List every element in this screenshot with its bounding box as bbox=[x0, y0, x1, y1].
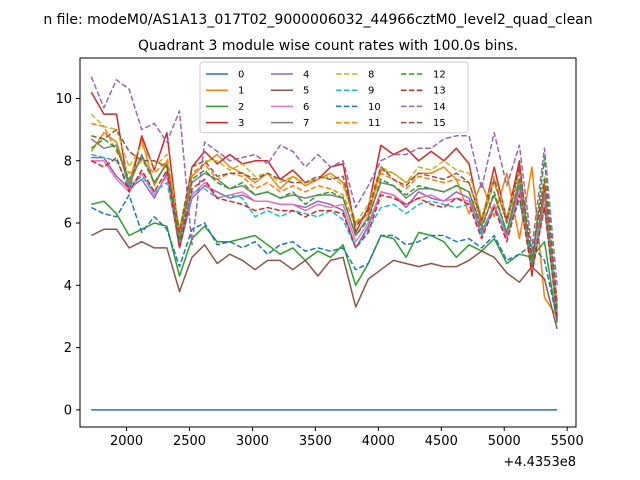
series-line-10 bbox=[90, 194, 558, 320]
legend-label: 5 bbox=[303, 86, 309, 97]
legend-label: 11 bbox=[368, 118, 381, 129]
x-axis-offset-label: +4.4353e8 bbox=[503, 455, 576, 470]
series-line-14 bbox=[90, 76, 558, 286]
plot-area bbox=[79, 57, 577, 428]
legend-label: 4 bbox=[303, 70, 309, 81]
x-tick-label: 4500 bbox=[425, 434, 458, 449]
series-line-9 bbox=[91, 153, 558, 314]
legend-label: 6 bbox=[303, 102, 309, 113]
legend-label: 1 bbox=[238, 86, 244, 97]
x-tick-label: 3000 bbox=[236, 434, 269, 449]
chart-title: Quadrant 3 module wise count rates with … bbox=[138, 38, 518, 54]
legend-label: 13 bbox=[433, 86, 446, 97]
x-tick-label: 5500 bbox=[551, 434, 584, 449]
series-line-5 bbox=[90, 228, 558, 330]
series-line-15 bbox=[91, 128, 558, 305]
legend-box bbox=[199, 61, 469, 134]
series-line-13 bbox=[90, 156, 558, 317]
y-tick-label: 6 bbox=[64, 217, 72, 232]
legend-label: 0 bbox=[238, 70, 244, 81]
y-tick-label: 4 bbox=[64, 279, 72, 294]
legend-label: 7 bbox=[303, 118, 309, 129]
series-layer bbox=[90, 76, 558, 411]
x-tick-label: 4000 bbox=[362, 434, 395, 449]
series-line-8 bbox=[90, 113, 558, 305]
legend-label: 3 bbox=[238, 118, 244, 129]
series-line-6 bbox=[91, 160, 558, 317]
y-tick-label: 10 bbox=[55, 92, 72, 107]
legend-label: 2 bbox=[238, 102, 244, 113]
legend-label: 9 bbox=[368, 86, 374, 97]
x-tick-label: 3500 bbox=[299, 434, 332, 449]
legend-label: 12 bbox=[433, 70, 446, 81]
y-tick-label: 2 bbox=[64, 341, 72, 356]
legend-label: 15 bbox=[433, 118, 446, 129]
legend-label: 8 bbox=[368, 70, 374, 81]
y-axis: 0 2 4 6 8 10 bbox=[55, 92, 80, 418]
x-tick-label: 2500 bbox=[173, 434, 206, 449]
legend-label: 14 bbox=[433, 102, 446, 113]
y-tick-label: 8 bbox=[64, 154, 72, 169]
figure-suptitle: n file: modeM0/AS1A13_017T02_9000006032_… bbox=[43, 12, 592, 28]
x-tick-label: 5000 bbox=[488, 434, 521, 449]
axes-frame bbox=[79, 57, 577, 428]
x-axis: 2000 2500 3000 3500 4000 4500 5000 5500 bbox=[110, 427, 584, 449]
legend-label: 10 bbox=[368, 102, 381, 113]
x-tick-label: 2000 bbox=[110, 434, 143, 449]
y-tick-label: 0 bbox=[64, 403, 72, 418]
